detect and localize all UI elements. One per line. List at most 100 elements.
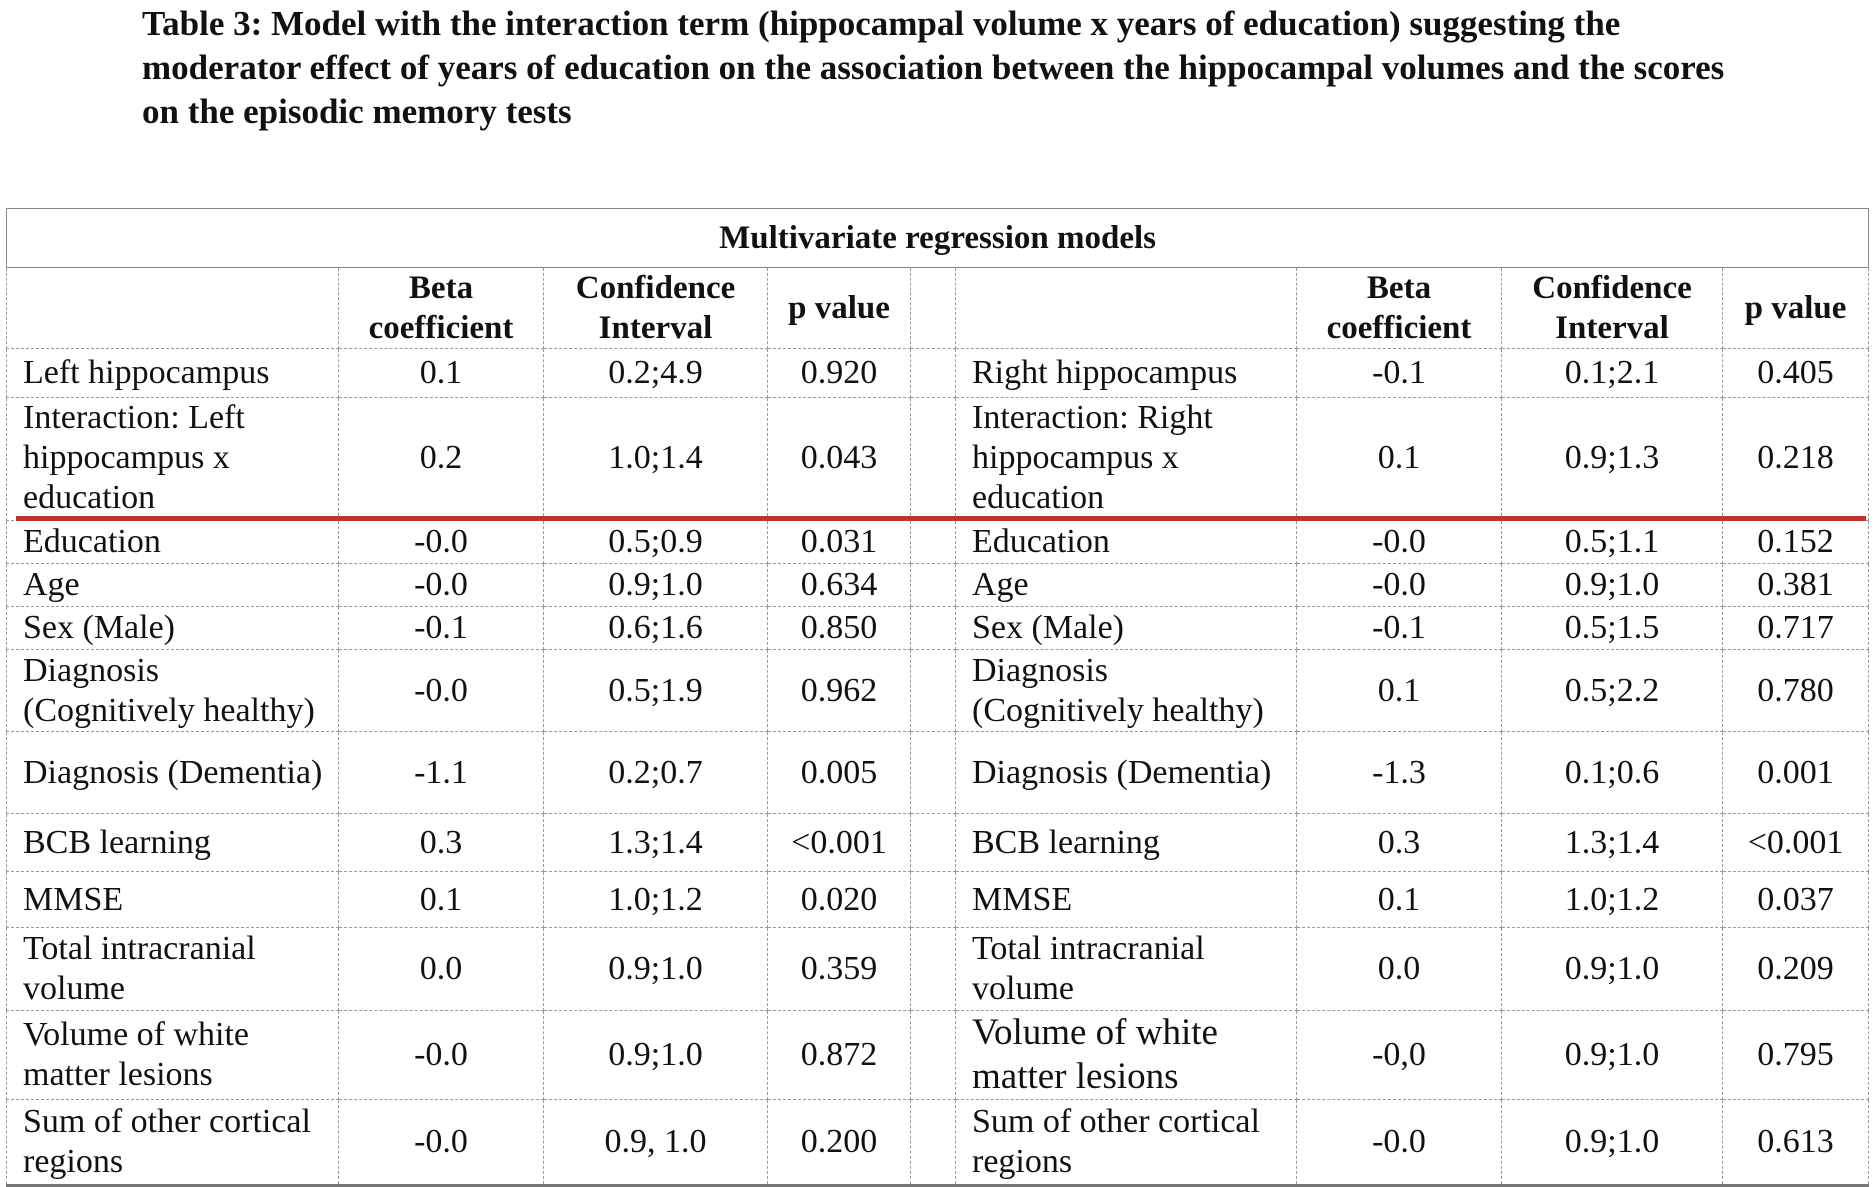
right-beta-cell: -0.0 bbox=[1296, 1099, 1502, 1187]
left-ci-cell: 0.9, 1.0 bbox=[543, 1099, 768, 1187]
right-beta-cell: 0.1 bbox=[1296, 649, 1502, 732]
right-beta-cell: -0.0 bbox=[1296, 563, 1502, 607]
left-p-cell: 0.634 bbox=[767, 563, 911, 607]
right-variable-label: Diagnosis (Dementia) bbox=[955, 731, 1297, 814]
left-beta-cell: 0.1 bbox=[338, 348, 544, 398]
table-row: Interaction: Left hippocampus x educatio… bbox=[6, 397, 1870, 521]
right-beta-cell: -0.1 bbox=[1296, 606, 1502, 650]
right-beta-cell: -0.0 bbox=[1296, 520, 1502, 564]
left-p-cell: 0.200 bbox=[767, 1099, 911, 1187]
table-row: MMSE 0.1 1.0;1.2 0.020 MMSE 0.1 1.0;1.2 0.037 bbox=[6, 871, 1870, 928]
column-separator bbox=[910, 649, 956, 732]
table-row: Left hippocampus 0.1 0.2;4.9 0.920 Right hip… bbox=[6, 348, 1870, 398]
left-beta-cell: -0.0 bbox=[338, 1099, 544, 1187]
table-title: Table 3: Model with the interaction term… bbox=[142, 4, 1725, 131]
column-separator bbox=[910, 871, 956, 928]
right-p-cell: 0.780 bbox=[1721, 649, 1870, 732]
right-ci-cell: 0.9;1.3 bbox=[1501, 397, 1723, 521]
right-variable-label: Total intracranial volume bbox=[955, 927, 1297, 1011]
right-ci-cell: 0.9;1.0 bbox=[1501, 1099, 1723, 1187]
left-beta-cell: -0.0 bbox=[338, 1010, 544, 1100]
right-variable-label: BCB learning bbox=[955, 813, 1297, 872]
right-beta-cell: -1.3 bbox=[1296, 731, 1502, 814]
column-separator bbox=[910, 397, 956, 521]
table-row: Total intracranial volume 0.0 0.9;1.0 0.359… bbox=[6, 927, 1870, 1011]
left-variable-label: Diagnosis (Dementia) bbox=[6, 731, 339, 814]
left-variable-label: MMSE bbox=[6, 871, 339, 928]
left-p-cell: 0.005 bbox=[767, 731, 911, 814]
regression-table: Multivariate regression models Beta coef… bbox=[5, 208, 1870, 1187]
right-ci-cell: 0.1;0.6 bbox=[1501, 731, 1723, 814]
right-ci-cell: 0.9;1.0 bbox=[1501, 1010, 1723, 1100]
right-p-cell: 0.381 bbox=[1721, 563, 1870, 607]
right-ci-cell: 1.3;1.4 bbox=[1501, 813, 1723, 872]
left-p-cell: 0.043 bbox=[767, 397, 911, 521]
left-ci-cell: 0.9;1.0 bbox=[543, 927, 768, 1011]
right-p-cell: <0.001 bbox=[1721, 813, 1870, 872]
right-p-cell: 0.001 bbox=[1721, 731, 1870, 814]
right-p-cell: 0.152 bbox=[1721, 520, 1870, 564]
left-ci-cell: 1.3;1.4 bbox=[543, 813, 768, 872]
left-beta-cell: -1.1 bbox=[338, 731, 544, 814]
table-row: Diagnosis (Dementia) -1.1 0.2;0.7 0.005 Diag… bbox=[6, 731, 1870, 814]
right-beta-cell: 0.1 bbox=[1296, 397, 1502, 521]
right-variable-label: Diagnosis (Cognitively healthy) bbox=[955, 649, 1297, 732]
table-row: Age -0.0 0.9;1.0 0.634 Age -0.0 0.9;1.0 0.381 bbox=[6, 563, 1870, 607]
column-separator bbox=[910, 927, 956, 1011]
left-variable-label: Sum of other cortical regions bbox=[6, 1099, 339, 1187]
left-ci-cell: 0.2;4.9 bbox=[543, 348, 768, 398]
left-beta-cell: 0.2 bbox=[338, 397, 544, 521]
right-beta-cell: 0.1 bbox=[1296, 871, 1502, 928]
right-p-cell: 0.209 bbox=[1721, 927, 1870, 1011]
left-ci-cell: 0.6;1.6 bbox=[543, 606, 768, 650]
table-row: Diagnosis (Cognitively healthy) -0.0 0.5;1… bbox=[6, 649, 1870, 732]
right-beta-header: Beta coefficient bbox=[1296, 267, 1502, 349]
left-ci-cell: 0.5;1.9 bbox=[543, 649, 768, 732]
left-variable-label: Total intracranial volume bbox=[6, 927, 339, 1011]
left-beta-cell: -0.1 bbox=[338, 606, 544, 650]
left-beta-header: Beta coefficient bbox=[338, 267, 544, 349]
left-variable-label: BCB learning bbox=[6, 813, 339, 872]
right-ci-cell: 0.5;1.5 bbox=[1501, 606, 1723, 650]
left-variable-label: Interaction: Left hippocampus x educatio… bbox=[6, 397, 339, 521]
column-separator bbox=[910, 563, 956, 607]
right-ci-cell: 0.5;2.2 bbox=[1501, 649, 1723, 732]
right-p-cell: 0.405 bbox=[1721, 348, 1870, 398]
right-variable-label: Age bbox=[955, 563, 1297, 607]
column-separator bbox=[910, 1010, 956, 1100]
table-row: Sum of other cortical regions -0.0 0.9, 1.… bbox=[6, 1099, 1870, 1187]
left-p-cell: 0.850 bbox=[767, 606, 911, 650]
left-variable-label: Volume of white matter lesions bbox=[6, 1010, 339, 1100]
right-p-cell: 0.037 bbox=[1721, 871, 1870, 928]
right-p-cell: 0.613 bbox=[1721, 1099, 1870, 1187]
right-ci-cell: 0.5;1.1 bbox=[1501, 520, 1723, 564]
right-beta-cell: 0.3 bbox=[1296, 813, 1502, 872]
left-ci-cell: 0.9;1.0 bbox=[543, 563, 768, 607]
table-row: Education -0.0 0.5;0.9 0.031 Education -0.0 0.… bbox=[6, 520, 1870, 564]
right-p-header: p value bbox=[1721, 267, 1870, 349]
left-ci-cell: 1.0;1.4 bbox=[543, 397, 768, 521]
left-beta-cell: 0.3 bbox=[338, 813, 544, 872]
right-variable-label: Right hippocampus bbox=[955, 348, 1297, 398]
right-variable-label: Volume of white matter lesions bbox=[955, 1010, 1297, 1100]
left-ci-cell: 0.5;0.9 bbox=[543, 520, 768, 564]
right-variable-label: Sex (Male) bbox=[955, 606, 1297, 650]
left-p-header: p value bbox=[767, 267, 911, 349]
table-row: Sex (Male) -0.1 0.6;1.6 0.850 Sex (Male) -0.1… bbox=[6, 606, 1870, 650]
left-beta-cell: -0.0 bbox=[338, 520, 544, 564]
right-ci-cell: 0.1;2.1 bbox=[1501, 348, 1723, 398]
left-variable-label: Education bbox=[6, 520, 339, 564]
right-variable-label: Sum of other cortical regions bbox=[955, 1099, 1297, 1187]
highlight-line bbox=[16, 516, 1866, 521]
left-p-cell: 0.359 bbox=[767, 927, 911, 1011]
left-label-header bbox=[6, 267, 339, 349]
left-ci-cell: 0.9;1.0 bbox=[543, 1010, 768, 1100]
left-beta-cell: -0.0 bbox=[338, 649, 544, 732]
column-separator bbox=[910, 348, 956, 398]
left-beta-cell: 0.1 bbox=[338, 871, 544, 928]
left-p-cell: 0.962 bbox=[767, 649, 911, 732]
right-p-cell: 0.218 bbox=[1721, 397, 1870, 521]
left-p-cell: 0.920 bbox=[767, 348, 911, 398]
left-p-cell: <0.001 bbox=[767, 813, 911, 872]
column-separator bbox=[910, 267, 956, 349]
